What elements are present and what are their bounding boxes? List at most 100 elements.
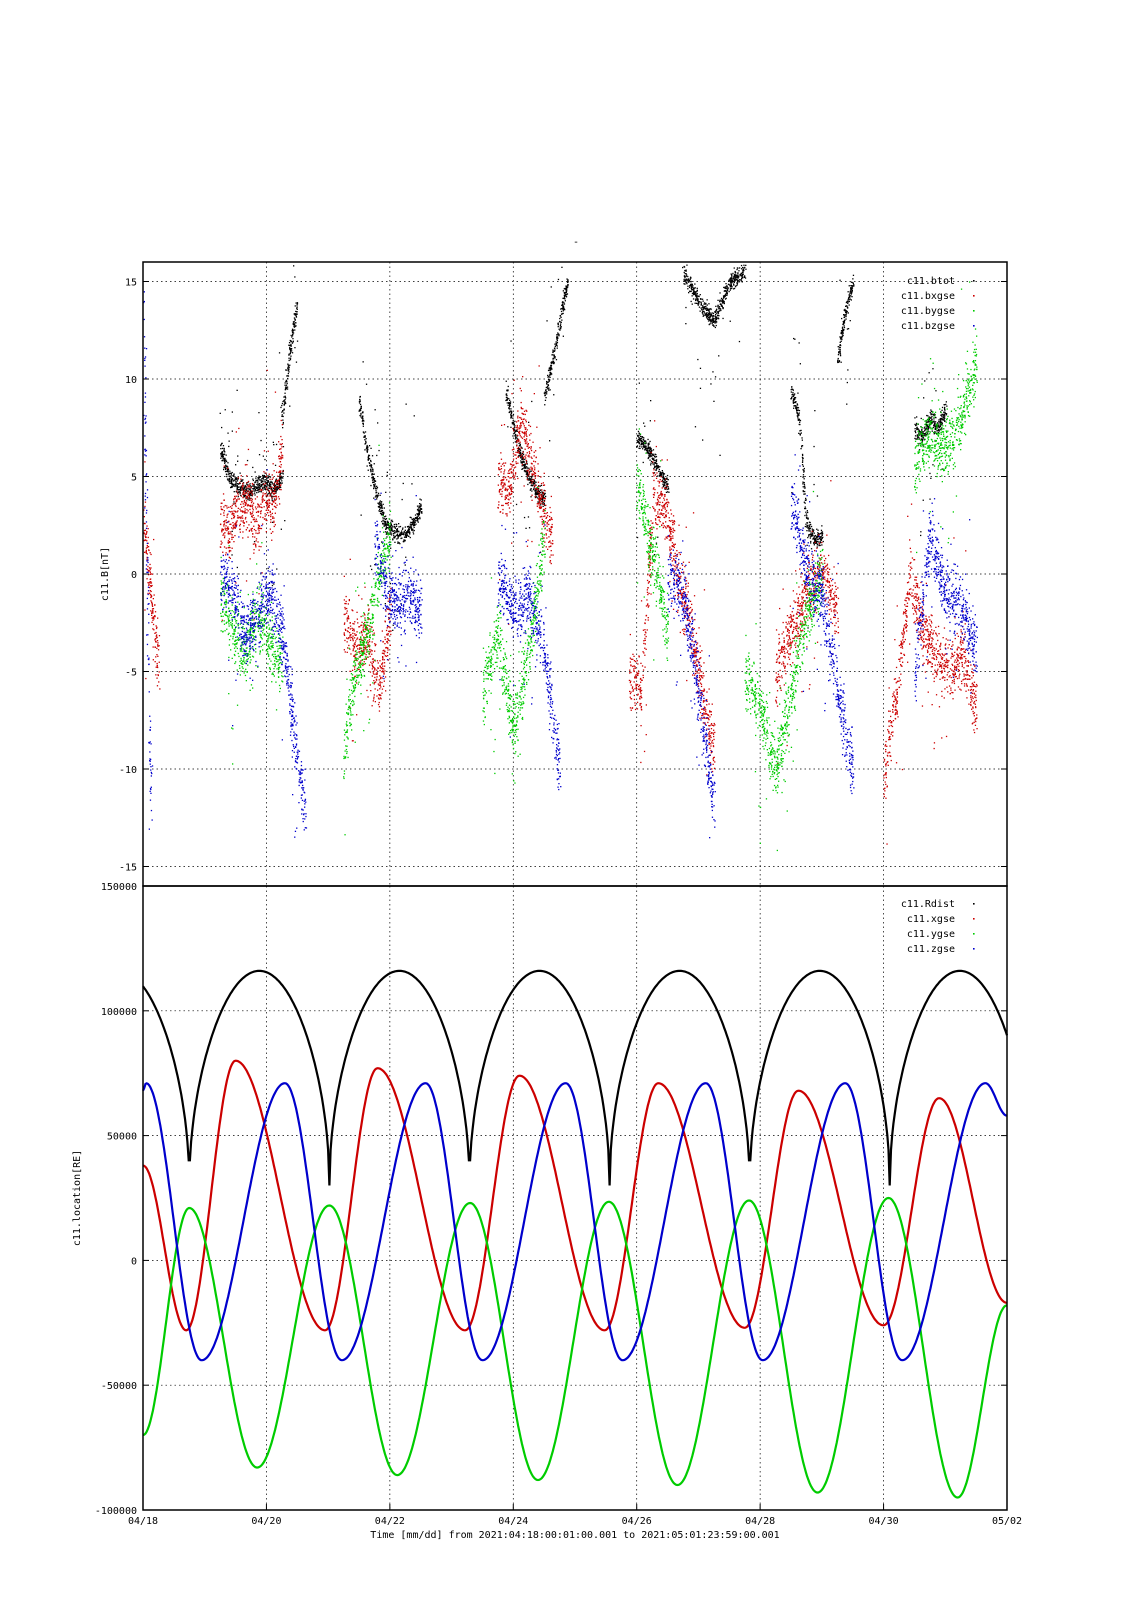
data-point	[418, 510, 420, 512]
data-point	[838, 360, 841, 362]
data-point	[154, 661, 156, 663]
data-point	[382, 670, 384, 672]
chart-title: -	[573, 237, 579, 248]
data-point	[295, 302, 297, 304]
data-point	[261, 484, 263, 486]
data-point	[260, 484, 262, 486]
data-point	[149, 581, 151, 583]
data-point	[236, 480, 239, 482]
data-point	[270, 514, 272, 516]
data-point	[354, 642, 356, 644]
data-point	[347, 631, 349, 633]
data-point	[551, 518, 553, 521]
data-point	[804, 514, 806, 517]
data-point	[915, 438, 917, 440]
data-point	[370, 598, 372, 600]
data-point	[390, 522, 392, 524]
data-point	[663, 481, 665, 484]
data-point	[932, 464, 934, 466]
data-point	[227, 528, 230, 530]
data-point	[287, 369, 289, 372]
data-point	[510, 477, 512, 479]
data-point	[499, 468, 501, 471]
data-point	[549, 560, 552, 562]
data-point	[150, 596, 152, 599]
data-point	[943, 411, 945, 413]
data-point	[270, 521, 272, 523]
data-point	[691, 292, 694, 295]
data-point	[374, 701, 376, 703]
data-point	[233, 479, 235, 481]
data-point	[525, 438, 528, 440]
data-point	[396, 538, 398, 540]
data-point	[655, 467, 658, 470]
data-point	[545, 504, 547, 506]
data-point	[274, 485, 276, 487]
data-point	[254, 487, 256, 489]
data-point	[637, 435, 639, 437]
data-point	[516, 437, 518, 439]
data-point	[839, 349, 841, 351]
data-point	[262, 478, 264, 480]
data-point	[243, 493, 245, 495]
data-point	[235, 484, 237, 486]
data-point	[246, 500, 248, 502]
data-point	[384, 643, 386, 645]
data-point	[552, 360, 554, 362]
data-point	[924, 430, 926, 432]
data-point	[273, 498, 276, 500]
data-point	[848, 299, 850, 301]
data-point	[537, 489, 539, 491]
data-point	[411, 522, 413, 524]
data-point	[659, 472, 661, 475]
data-point	[237, 507, 239, 509]
data-point	[361, 650, 363, 653]
data-point	[924, 428, 927, 430]
data-point	[222, 445, 225, 447]
data-point	[525, 457, 527, 459]
data-point	[360, 624, 362, 627]
data-point	[151, 612, 153, 614]
data-point	[388, 630, 390, 632]
data-point	[292, 332, 295, 334]
data-point	[533, 460, 535, 462]
data-point	[226, 470, 229, 472]
data-point	[553, 362, 555, 365]
data-point	[353, 647, 355, 649]
data-point	[261, 487, 264, 489]
data-point	[647, 452, 649, 454]
data-point	[726, 289, 729, 292]
data-point	[247, 480, 250, 483]
data-point	[146, 525, 148, 527]
data-point	[508, 623, 510, 625]
data-point	[726, 287, 728, 289]
data-point	[224, 529, 227, 531]
data-point	[852, 281, 854, 284]
data-point	[509, 404, 511, 406]
data-point	[845, 310, 847, 313]
data-point	[703, 306, 705, 308]
data-point	[552, 358, 554, 360]
data-point	[542, 502, 544, 504]
data-point	[390, 630, 392, 632]
data-point	[650, 400, 652, 402]
data-point	[376, 485, 378, 487]
data-point	[845, 301, 848, 304]
data-point	[566, 287, 568, 289]
data-point	[264, 488, 266, 490]
data-point	[344, 651, 346, 653]
data-point	[738, 270, 740, 272]
data-point	[652, 449, 655, 451]
data-point	[536, 488, 538, 490]
data-point	[280, 466, 282, 468]
data-point	[726, 286, 728, 288]
data-point	[705, 302, 707, 305]
data-point	[553, 354, 555, 356]
data-point	[645, 449, 648, 451]
data-point	[640, 439, 642, 442]
data-point	[547, 381, 549, 383]
data-point	[683, 271, 685, 274]
data-point	[837, 357, 839, 360]
data-point	[265, 489, 267, 491]
data-point	[152, 598, 154, 600]
